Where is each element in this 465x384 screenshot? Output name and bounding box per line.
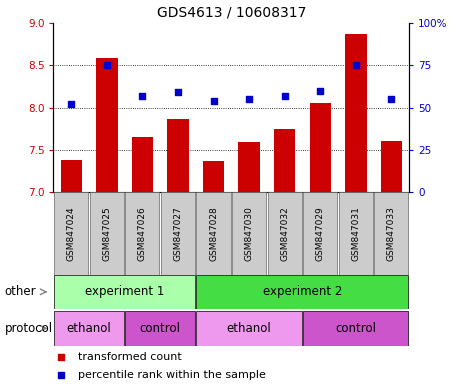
Title: GDS4613 / 10608317: GDS4613 / 10608317 [157,5,306,19]
Point [317,88,324,94]
Text: GSM847029: GSM847029 [316,206,325,261]
Text: control: control [140,322,181,335]
Text: control: control [335,322,376,335]
Text: GSM847026: GSM847026 [138,206,147,261]
Text: ethanol: ethanol [66,322,112,335]
Bar [345,34,366,192]
Bar [54,311,124,346]
Bar [303,311,408,346]
Bar [197,275,408,309]
Point [352,62,359,68]
Bar [274,129,295,192]
Bar [90,192,124,275]
Text: other: other [5,285,36,298]
Bar [374,192,408,275]
Point [174,89,182,95]
Text: GSM847030: GSM847030 [245,206,253,261]
Bar [197,311,302,346]
Bar [381,141,402,192]
Point [57,354,64,360]
Bar [310,103,331,192]
Point [246,96,253,102]
Point [103,62,111,68]
Bar [203,161,224,192]
Bar [126,311,195,346]
Bar [96,58,118,192]
Text: protocol: protocol [5,322,53,335]
Bar [132,137,153,192]
Bar [268,192,302,275]
Text: GSM847033: GSM847033 [387,206,396,261]
Point [57,372,64,378]
Bar [54,192,88,275]
Bar [232,192,266,275]
Text: GSM847031: GSM847031 [352,206,360,261]
Bar [167,119,189,192]
Text: GSM847024: GSM847024 [67,206,76,261]
Text: GSM847032: GSM847032 [280,206,289,261]
Text: ethanol: ethanol [227,322,272,335]
Text: GSM847028: GSM847028 [209,206,218,261]
Text: transformed count: transformed count [79,352,182,362]
Text: GSM847025: GSM847025 [102,206,111,261]
Bar [303,192,337,275]
Text: experiment 2: experiment 2 [263,285,342,298]
Bar [161,192,195,275]
Text: experiment 1: experiment 1 [85,285,164,298]
Bar [126,192,159,275]
Bar [197,192,231,275]
Point [388,96,395,102]
Point [139,93,146,99]
Point [67,101,75,107]
Bar [54,275,195,309]
Bar [60,160,82,192]
Bar [239,142,260,192]
Point [210,98,217,104]
Text: GSM847027: GSM847027 [173,206,182,261]
Bar [339,192,373,275]
Point [281,93,288,99]
Text: percentile rank within the sample: percentile rank within the sample [79,370,266,380]
